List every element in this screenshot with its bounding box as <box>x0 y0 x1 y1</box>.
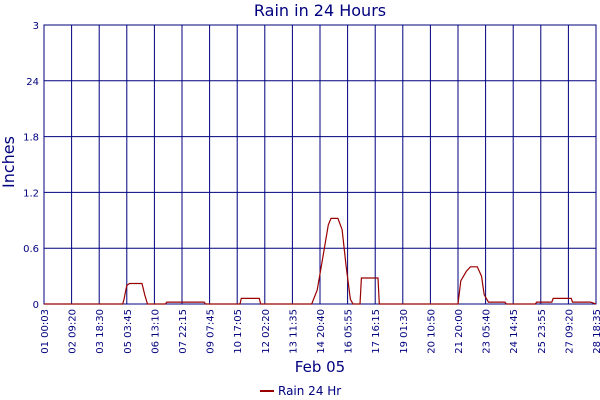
x-tick-label: 19 01:30 <box>399 309 410 354</box>
x-tick-label: 20 10:50 <box>426 309 437 354</box>
grid <box>43 24 597 305</box>
chart-title: Rain in 24 Hours <box>254 1 386 20</box>
x-tick-label: 03 18:30 <box>95 309 106 354</box>
x-tick-label: 06 13:10 <box>150 309 161 354</box>
x-tick-label: 16 05:55 <box>344 309 355 354</box>
x-tick-label: 02 09:20 <box>68 309 79 354</box>
x-tick-label: 09 07:45 <box>206 309 217 354</box>
y-tick-label: 0.6 <box>23 244 39 255</box>
x-tick-label: 17 16:15 <box>371 309 382 354</box>
x-tick-label: 07 22:15 <box>178 309 189 354</box>
y-tick-label: 1.8 <box>23 133 39 144</box>
x-tick-label: 28 18:35 <box>592 309 600 354</box>
plot-area <box>43 24 597 305</box>
series-layer <box>44 217 597 305</box>
x-tick-label: 10 17:05 <box>233 309 244 354</box>
x-tick-label: 23 05:40 <box>482 309 493 354</box>
x-tick-label: 27 09:20 <box>564 309 575 354</box>
y-tick-label: 24 <box>26 77 39 88</box>
x-axis-label: Feb 05 <box>295 358 345 376</box>
series-line <box>44 217 597 305</box>
y-axis-ticks: 0 0.6 1.2 1.8 24 3 <box>23 21 39 311</box>
x-tick-label: 12 02:20 <box>261 309 272 354</box>
x-tick-label: 14 20:40 <box>316 309 327 354</box>
x-axis-ticks: 01 00:03 02 09:20 03 18:30 05 03:45 06 13:10… <box>40 309 600 354</box>
y-tick-label: 1.2 <box>23 188 39 199</box>
x-tick-label: 01 00:03 <box>40 309 51 354</box>
x-tick-label: 21 20:00 <box>454 309 465 354</box>
y-tick-label: 3 <box>33 21 39 32</box>
x-tick-label: 05 03:45 <box>123 309 134 354</box>
x-tick-label: 25 23:55 <box>537 309 548 354</box>
legend: Rain 24 Hr <box>260 384 341 398</box>
x-tick-label: 13 11:35 <box>288 309 299 354</box>
x-tick-label: 24 14:45 <box>509 309 520 354</box>
y-tick-label: 0 <box>33 300 39 311</box>
y-axis-label: Inches <box>0 136 18 188</box>
legend-label: Rain 24 Hr <box>278 384 341 398</box>
